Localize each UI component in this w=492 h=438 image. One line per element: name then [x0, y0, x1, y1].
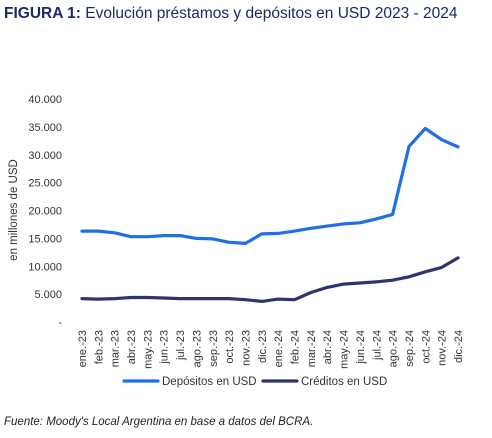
- y-tick-label: 40.000: [28, 94, 62, 106]
- series-line-creditos: [80, 256, 460, 303]
- x-tick-label: feb.-23: [93, 330, 105, 364]
- x-tick-label: nov.-24: [437, 330, 449, 366]
- y-axis-ticks: - 5.000 10.000 15.000 20.000 25.000 30.000 35.0…: [28, 94, 62, 329]
- x-tick-label: ago.-24: [388, 330, 400, 367]
- y-tick-label: -: [58, 317, 62, 329]
- series-lines: [80, 126, 460, 303]
- legend-label: Créditos en USD: [301, 376, 387, 388]
- x-tick-label: dic.-24: [453, 330, 465, 363]
- y-axis-label: en millones de USD: [8, 159, 20, 261]
- x-tick-label: sep.-23: [208, 330, 220, 367]
- x-tick-label: jun.-23: [159, 330, 171, 365]
- x-tick-label: oct.-23: [224, 330, 236, 364]
- x-tick-label: may.-24: [339, 330, 351, 369]
- y-tick-label: 30.000: [28, 150, 62, 162]
- x-tick-label: sep.-24: [404, 330, 416, 367]
- x-tick-label: abr.-24: [322, 330, 334, 364]
- y-tick-label: 5.000: [34, 289, 62, 301]
- source-note: Fuente: Moody's Local Argentina en base …: [4, 416, 314, 428]
- series-line-depositos: [80, 126, 460, 245]
- x-tick-label: jul.-23: [175, 330, 187, 361]
- x-tick-label: jul.-24: [371, 330, 383, 361]
- x-axis-ticks: ene.-23 feb.-23 mar.-23 abr.-23 may.-23 jun.-…: [77, 330, 465, 369]
- x-tick-label: feb.-24: [290, 330, 302, 364]
- y-tick-label: 10.000: [28, 261, 62, 273]
- x-tick-label: mar.-24: [306, 330, 318, 367]
- x-tick-label: ene.-24: [273, 330, 285, 367]
- y-tick-label: 20.000: [28, 206, 62, 218]
- figure-title: FIGURA 1: Evolución préstamos y depósito…: [4, 5, 457, 23]
- y-tick-label: 25.000: [28, 178, 62, 190]
- x-tick-label: mar.-23: [110, 330, 122, 367]
- line-chart: en millones de USD - 5.000 10.000 15.000 20.…: [8, 94, 465, 388]
- x-tick-label: jun.-24: [355, 330, 367, 365]
- x-tick-label: ene.-23: [77, 330, 89, 367]
- x-tick-label: abr.-23: [126, 330, 138, 364]
- x-tick-label: oct.-24: [420, 330, 432, 364]
- x-tick-label: ago.-23: [191, 330, 203, 367]
- figure-label: FIGURA 1:: [4, 5, 81, 22]
- x-tick-label: nov.-23: [240, 330, 252, 366]
- x-tick-label: dic.-23: [257, 330, 269, 363]
- x-tick-label: may.-23: [142, 330, 154, 369]
- legend-label: Depósitos en USD: [162, 376, 257, 388]
- figure-title-text: Evolución préstamos y depósitos en USD 2…: [85, 5, 458, 22]
- legend: Depósitos en USD Créditos en USD: [122, 376, 387, 388]
- y-tick-label: 15.000: [28, 233, 62, 245]
- y-tick-label: 35.000: [28, 122, 62, 134]
